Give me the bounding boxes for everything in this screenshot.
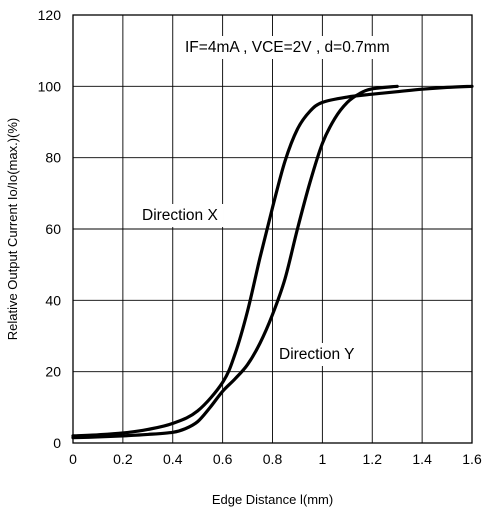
series-line-2	[71, 84, 399, 440]
y-tick-label: 20	[45, 364, 61, 380]
x-tick-label: 1.2	[363, 451, 383, 467]
y-tick-label: 0	[53, 435, 61, 451]
x-tick-labels: 0 0.2 0.4 0.6 0.8 1 1.2 1.4 1.6	[69, 451, 482, 467]
y-axis-label: Relative Output Current Io/Io(max.)(%)	[5, 118, 20, 341]
y-tick-labels: 0 20 40 60 80 100 120	[38, 7, 62, 451]
x-tick-label: 1.4	[412, 451, 432, 467]
direction-y-label: Direction Y	[279, 346, 355, 363]
direction-x-label-background	[137, 204, 224, 227]
y-tick-label: 120	[38, 7, 62, 23]
plot-frame	[72, 14, 473, 444]
x-tick-label: 0.6	[213, 451, 233, 467]
x-tick-label: 0	[69, 451, 77, 467]
x-axis-label: Edge Distance l(mm)	[212, 492, 333, 507]
y-tick-label: 100	[38, 78, 62, 94]
grid	[73, 15, 472, 443]
y-tick-label: 60	[45, 221, 61, 237]
direction-y-label-background	[274, 343, 360, 366]
y-tick-label: 80	[45, 150, 61, 166]
x-tick-label: 0.4	[163, 451, 183, 467]
x-tick-label: 0.2	[113, 451, 133, 467]
x-tick-label: 1.6	[462, 451, 482, 467]
direction-x-label: Direction X	[142, 207, 218, 224]
series-line-1	[71, 84, 474, 438]
conditions-label-background	[180, 36, 395, 59]
y-tick-label: 40	[45, 292, 61, 308]
x-tick-label: 1	[318, 451, 326, 467]
conditions-label: IF=4mA , VCE=2V , d=0.7mm	[185, 39, 390, 56]
x-tick-label: 0.8	[263, 451, 283, 467]
curves	[71, 84, 474, 440]
